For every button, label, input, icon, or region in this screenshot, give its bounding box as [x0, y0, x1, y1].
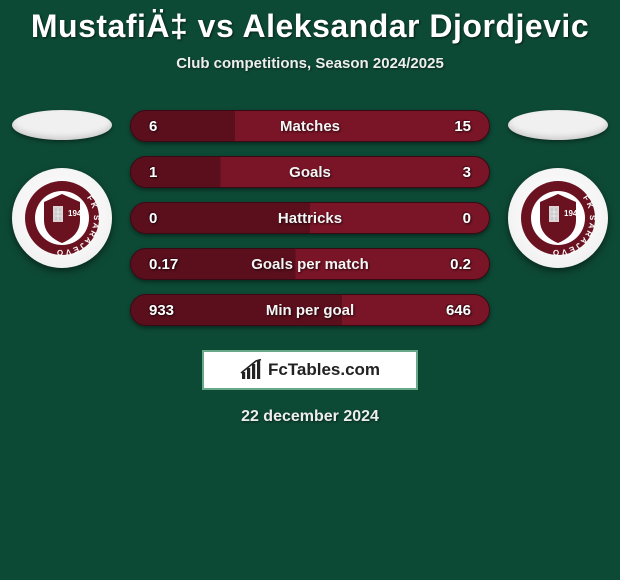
- stat-left-value: 933: [149, 302, 174, 319]
- stat-label: Hattricks: [278, 210, 342, 227]
- left-avatar-placeholder: [12, 110, 112, 140]
- subtitle: Club competitions, Season 2024/2025: [0, 55, 620, 72]
- stat-right-value: 0: [463, 210, 471, 227]
- page-title: MustafiÄ‡ vs Aleksandar Djordjevic: [0, 8, 620, 45]
- right-avatar-placeholder: [508, 110, 608, 140]
- stat-label: Goals: [289, 164, 331, 181]
- stat-right-value: 0.2: [450, 256, 471, 273]
- stat-right-value: 646: [446, 302, 471, 319]
- right-club-badge: FK SARAJEVO 1946: [508, 168, 608, 268]
- stat-right-value: 3: [463, 164, 471, 181]
- stat-bar: 1 Goals 3: [130, 156, 490, 188]
- comparison-card: MustafiÄ‡ vs Aleksandar Djordjevic Club …: [0, 0, 620, 426]
- brand-text: FcTables.com: [268, 360, 380, 380]
- stat-label: Matches: [280, 118, 340, 135]
- stat-left-value: 0.17: [149, 256, 178, 273]
- footer: FcTables.com 22 december 2024: [0, 350, 620, 426]
- brand-box: FcTables.com: [202, 350, 418, 390]
- stat-bar: 6 Matches 15: [130, 110, 490, 142]
- left-badge-year: 1946: [68, 209, 86, 218]
- left-badge-svg: FK SARAJEVO 1946: [22, 178, 102, 258]
- left-player-col: FK SARAJEVO 1946: [12, 110, 112, 268]
- stat-label: Min per goal: [266, 302, 354, 319]
- right-player-col: FK SARAJEVO 1946: [508, 110, 608, 268]
- left-club-badge: FK SARAJEVO 1946: [12, 168, 112, 268]
- stat-bar: 0.17 Goals per match 0.2: [130, 248, 490, 280]
- date-text: 22 december 2024: [241, 408, 379, 426]
- stats-column: 6 Matches 15 1 Goals 3 0 Hattricks 0 0.17 Goals pe…: [130, 110, 490, 326]
- stat-left-value: 1: [149, 164, 157, 181]
- stat-right-value: 15: [454, 118, 471, 135]
- right-badge-year: 1946: [564, 209, 582, 218]
- stat-bar: 933 Min per goal 646: [130, 294, 490, 326]
- brand-chart-icon: [240, 359, 262, 381]
- right-badge-svg: FK SARAJEVO 1946: [518, 178, 598, 258]
- stat-left-value: 6: [149, 118, 157, 135]
- stat-bar: 0 Hattricks 0: [130, 202, 490, 234]
- stat-left-value: 0: [149, 210, 157, 227]
- stat-label: Goals per match: [251, 256, 369, 273]
- main-row: FK SARAJEVO 1946 6 Matches 15 1 Goals 3 0 Hattr…: [0, 110, 620, 326]
